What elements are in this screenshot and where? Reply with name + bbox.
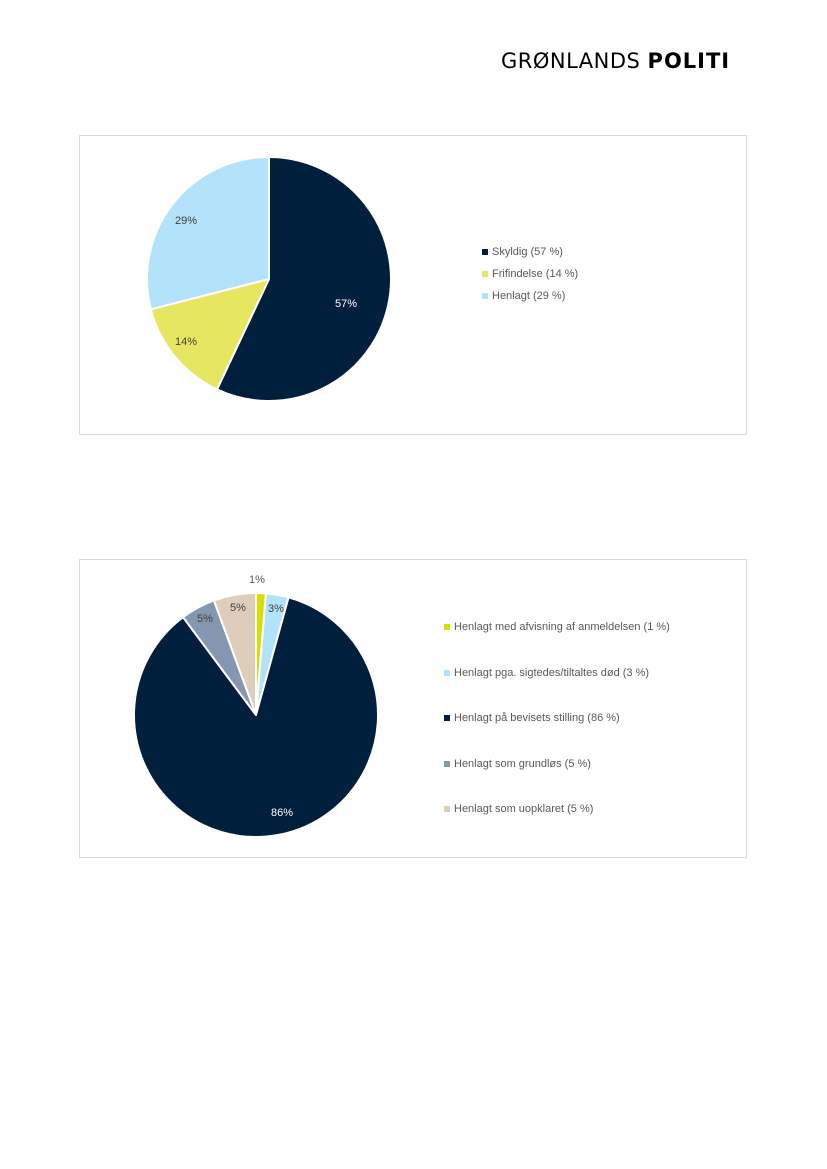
verdict-slice-2 (146, 156, 270, 311)
dismissal-data-label-1: 3% (268, 603, 284, 615)
verdict-legend-swatch-1 (482, 271, 488, 277)
verdict-data-label-1: 14% (175, 336, 197, 348)
verdict-slice-0 (216, 156, 392, 402)
verdict-legend-swatch-0 (482, 249, 488, 255)
dismissal-data-label-0: 1% (249, 574, 265, 586)
dismissal-legend-label-3: Henlagt som grundløs (5 %) (454, 757, 591, 770)
dismissal-legend-swatch-0 (444, 624, 450, 630)
dismissal-legend-swatch-3 (444, 760, 450, 767)
dismissal-legend-item-2: Henlagt på bevisets stilling (86 %) (444, 712, 620, 724)
dismissal-data-label-4: 5% (230, 602, 246, 614)
dismissal-legend-swatch-4 (444, 806, 450, 812)
verdict-legend-label-2: Henlagt (29 %) (492, 290, 566, 302)
verdict-data-label-2: 29% (175, 215, 197, 227)
dismissal-legend-item-0: Henlagt med afvisning af anmeldelsen (1 … (444, 621, 670, 633)
dismissal-legend-label-2: Henlagt på bevisets stilling (86 %) (454, 712, 620, 724)
dismissal-slice-2 (133, 596, 379, 838)
pie-chart-verdicts-plot: 57% 14% 29% (146, 156, 392, 402)
dismissal-legend-label-0: Henlagt med afvisning af anmeldelsen (1 … (454, 621, 670, 633)
verdict-legend-label-0: Skyldig (57 %) (492, 246, 563, 258)
logo-text-bold: POLITI (647, 49, 731, 73)
dismissal-legend-item-1: Henlagt pga. sigtedes/tiltaltes død (3 %… (444, 667, 649, 679)
verdict-legend-item-0: Skyldig (57 %) (482, 246, 563, 258)
logo: GRØNLANDS POLITI (501, 48, 730, 74)
pie-chart-verdicts: 57% 14% 29% Skyldig (57 %) Frifindelse (14 … (79, 135, 747, 435)
verdict-legend-item-2: Henlagt (29 %) (482, 290, 565, 302)
logo-text-light: GRØNLANDS (501, 49, 641, 73)
dismissal-legend-label-1: Henlagt pga. sigtedes/tiltaltes død (3 %… (454, 666, 650, 679)
verdict-slice-1 (149, 278, 270, 391)
dismissal-legend-item-4: Henlagt som uopklaret (5 %) (444, 803, 593, 815)
verdict-data-label-0: 57% (335, 298, 357, 310)
verdict-legend-label-1: Frifindelse (14 %) (492, 268, 579, 280)
dismissal-data-label-2: 86% (271, 807, 293, 819)
dismissal-legend-swatch-2 (444, 715, 450, 721)
verdict-legend-swatch-2 (482, 293, 488, 299)
dismissal-data-label-3: 5% (197, 613, 213, 625)
dismissal-legend-item-3: Henlagt som grundløs (5 %) (444, 758, 591, 770)
dismissal-legend-label-4: Henlagt som uopklaret (5 %) (454, 803, 594, 815)
pie-chart-dismissals: 1% 3% 86% 5% 5% Henlagt med afvisning af anm… (79, 559, 747, 858)
verdict-legend-item-1: Frifindelse (14 %) (482, 268, 578, 280)
dismissal-slice-4 (212, 592, 257, 716)
dismissal-legend-swatch-1 (444, 669, 450, 676)
pie-chart-dismissals-plot: 1% 3% 86% 5% 5% (133, 574, 379, 838)
